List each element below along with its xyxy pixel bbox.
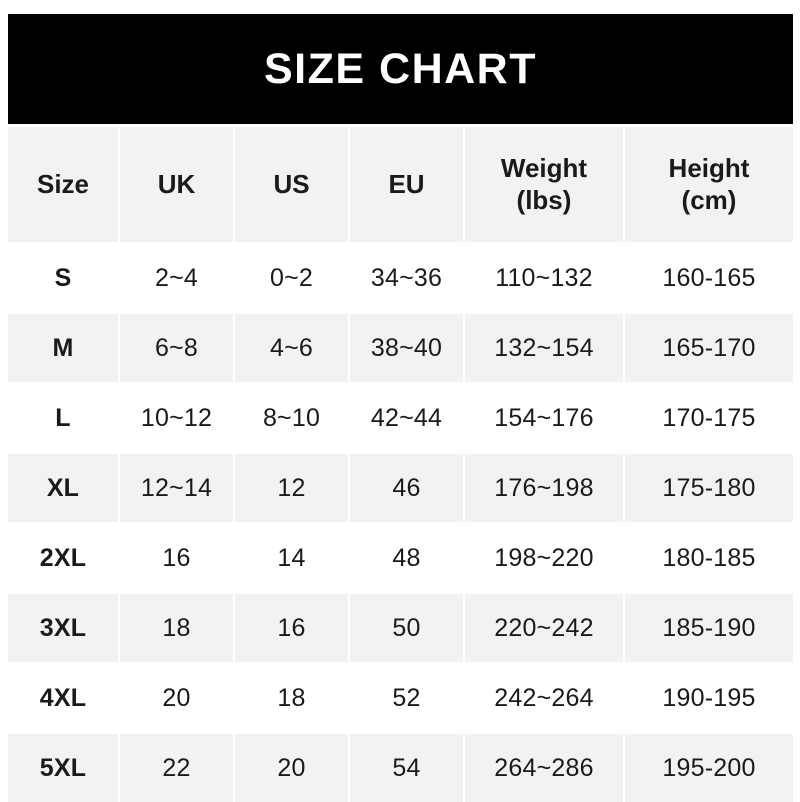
column-header-weight: Weight (lbs) (465, 127, 625, 244)
cell-size: L (8, 384, 120, 454)
cell-size: 4XL (8, 664, 120, 734)
cell-weight: 132~154 (465, 314, 625, 384)
size-chart-table: Size UK US EU Weight (lbs) Height (cm) (8, 127, 793, 802)
cell-eu: 48 (350, 524, 465, 594)
cell-uk: 10~12 (120, 384, 235, 454)
page-title: SIZE CHART (264, 44, 537, 93)
table-row: 5XL 22 20 54 264~286 195-200 (8, 734, 793, 802)
cell-eu: 38~40 (350, 314, 465, 384)
cell-height: 180-185 (625, 524, 793, 594)
column-header-weight-line1: Weight (500, 152, 588, 183)
cell-size: 2XL (8, 524, 120, 594)
cell-us: 4~6 (235, 314, 350, 384)
table-row: 3XL 18 16 50 220~242 185-190 (8, 594, 793, 664)
cell-weight: 198~220 (465, 524, 625, 594)
cell-eu: 54 (350, 734, 465, 802)
table-row: L 10~12 8~10 42~44 154~176 170-175 (8, 384, 793, 454)
cell-uk: 18 (120, 594, 235, 664)
cell-uk: 6~8 (120, 314, 235, 384)
table-row: 4XL 20 18 52 242~264 190-195 (8, 664, 793, 734)
cell-uk: 2~4 (120, 244, 235, 314)
column-header-uk-line1: UK (157, 168, 196, 199)
title-banner: SIZE CHART (8, 14, 793, 124)
cell-eu: 50 (350, 594, 465, 664)
table-row: S 2~4 0~2 34~36 110~132 160-165 (8, 244, 793, 314)
column-header-height-line1: Height (668, 152, 750, 183)
table-row: 2XL 16 14 48 198~220 180-185 (8, 524, 793, 594)
cell-size: XL (8, 454, 120, 524)
table-body: S 2~4 0~2 34~36 110~132 160-165 M 6~8 4~… (8, 244, 793, 802)
column-header-height: Height (cm) (625, 127, 793, 244)
cell-eu: 46 (350, 454, 465, 524)
cell-height: 185-190 (625, 594, 793, 664)
column-header-size-line1: Size (36, 168, 90, 199)
cell-height: 195-200 (625, 734, 793, 802)
column-header-size: Size (8, 127, 120, 244)
cell-height: 160-165 (625, 244, 793, 314)
cell-us: 20 (235, 734, 350, 802)
cell-uk: 22 (120, 734, 235, 802)
column-header-us-line1: US (273, 168, 310, 199)
column-header-height-line2: (cm) (681, 184, 737, 215)
cell-eu: 42~44 (350, 384, 465, 454)
cell-uk: 12~14 (120, 454, 235, 524)
cell-height: 190-195 (625, 664, 793, 734)
column-header-weight-line2: (lbs) (516, 184, 572, 215)
cell-uk: 20 (120, 664, 235, 734)
cell-us: 8~10 (235, 384, 350, 454)
cell-size: S (8, 244, 120, 314)
cell-us: 12 (235, 454, 350, 524)
header-row: Size UK US EU Weight (lbs) Height (cm) (8, 127, 793, 244)
cell-us: 0~2 (235, 244, 350, 314)
cell-weight: 242~264 (465, 664, 625, 734)
column-header-uk: UK (120, 127, 235, 244)
cell-weight: 220~242 (465, 594, 625, 664)
cell-weight: 264~286 (465, 734, 625, 802)
column-header-eu: EU (350, 127, 465, 244)
cell-height: 170-175 (625, 384, 793, 454)
cell-size: M (8, 314, 120, 384)
table-row: XL 12~14 12 46 176~198 175-180 (8, 454, 793, 524)
cell-weight: 176~198 (465, 454, 625, 524)
cell-height: 175-180 (625, 454, 793, 524)
cell-us: 14 (235, 524, 350, 594)
cell-size: 3XL (8, 594, 120, 664)
cell-eu: 34~36 (350, 244, 465, 314)
cell-height: 165-170 (625, 314, 793, 384)
table-header: Size UK US EU Weight (lbs) Height (cm) (8, 127, 793, 244)
cell-eu: 52 (350, 664, 465, 734)
cell-us: 18 (235, 664, 350, 734)
cell-weight: 110~132 (465, 244, 625, 314)
cell-uk: 16 (120, 524, 235, 594)
cell-weight: 154~176 (465, 384, 625, 454)
column-header-eu-line1: EU (388, 168, 425, 199)
cell-size: 5XL (8, 734, 120, 802)
column-header-us: US (235, 127, 350, 244)
table-row: M 6~8 4~6 38~40 132~154 165-170 (8, 314, 793, 384)
cell-us: 16 (235, 594, 350, 664)
